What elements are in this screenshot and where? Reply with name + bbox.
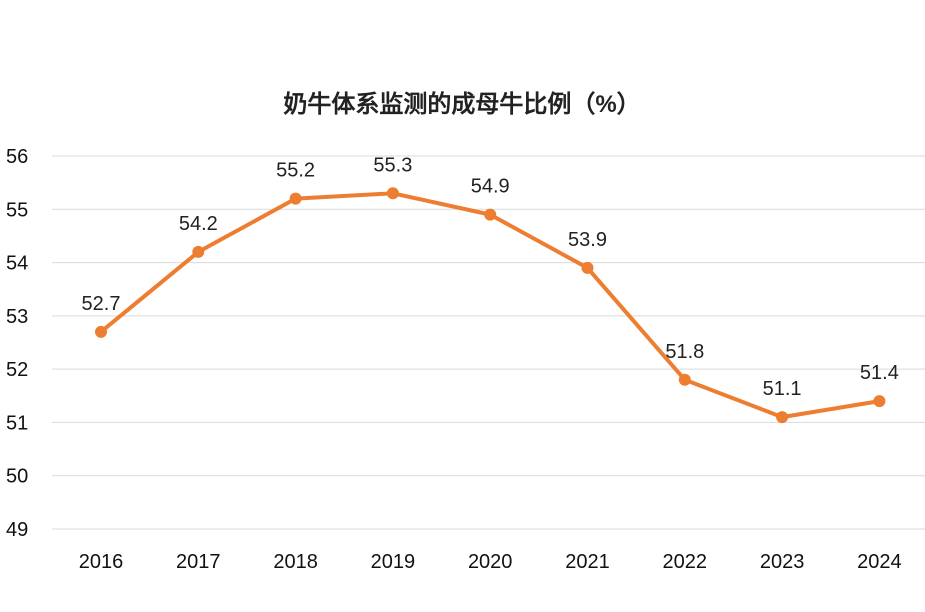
- x-tick-label: 2017: [176, 551, 221, 573]
- data-label-2016: 52.7: [82, 293, 121, 315]
- data-label-2022: 51.8: [665, 341, 704, 363]
- data-point-2021: [581, 261, 594, 274]
- y-tick-label: 56: [6, 146, 28, 168]
- data-label-2019: 55.3: [373, 154, 412, 176]
- x-tick-label: 2024: [857, 551, 902, 573]
- gridlines: [52, 155, 925, 530]
- x-tick-label: 2020: [468, 551, 513, 573]
- data-point-2020: [484, 208, 497, 221]
- data-point-2018: [289, 192, 302, 205]
- chart-title: 奶牛体系监测的成母牛比例（%）: [283, 90, 640, 118]
- x-tick-label: 2019: [371, 551, 416, 573]
- data-point-2019: [386, 187, 399, 200]
- x-tick-label: 2023: [760, 551, 805, 573]
- y-tick-label: 49: [6, 519, 28, 541]
- x-tick-label: 2021: [565, 551, 610, 573]
- data-label-2024: 51.4: [860, 362, 899, 384]
- data-label-2021: 53.9: [568, 229, 607, 251]
- data-label-2018: 55.2: [276, 160, 315, 182]
- y-axis-ticks: 49 50 51 52 53 54 55 56: [6, 146, 28, 541]
- y-tick-label: 51: [6, 412, 28, 434]
- x-axis-ticks: 2016 2017 2018 2019 2020 2021 2022 2023 2024: [79, 551, 902, 573]
- data-label-2020: 54.9: [471, 176, 510, 198]
- y-tick-label: 55: [6, 199, 28, 221]
- series: [95, 187, 886, 424]
- y-tick-label: 54: [6, 253, 28, 275]
- data-point-2017: [192, 245, 205, 258]
- data-point-2024: [873, 395, 886, 408]
- y-tick-label: 52: [6, 359, 28, 381]
- data-label-2017: 54.2: [179, 213, 218, 235]
- x-tick-label: 2018: [273, 551, 318, 573]
- y-tick-label: 50: [6, 466, 28, 488]
- data-point-2022: [678, 373, 691, 386]
- data-labels: 52.7 54.2 55.2 55.3 54.9 53.9 51.8 51.1 51.4: [82, 154, 899, 400]
- data-point-2016: [95, 325, 107, 338]
- x-tick-label: 2016: [79, 551, 124, 573]
- data-point-2023: [776, 411, 789, 424]
- data-label-2023: 51.1: [763, 378, 802, 400]
- y-tick-label: 53: [6, 306, 28, 328]
- x-tick-label: 2022: [663, 551, 708, 573]
